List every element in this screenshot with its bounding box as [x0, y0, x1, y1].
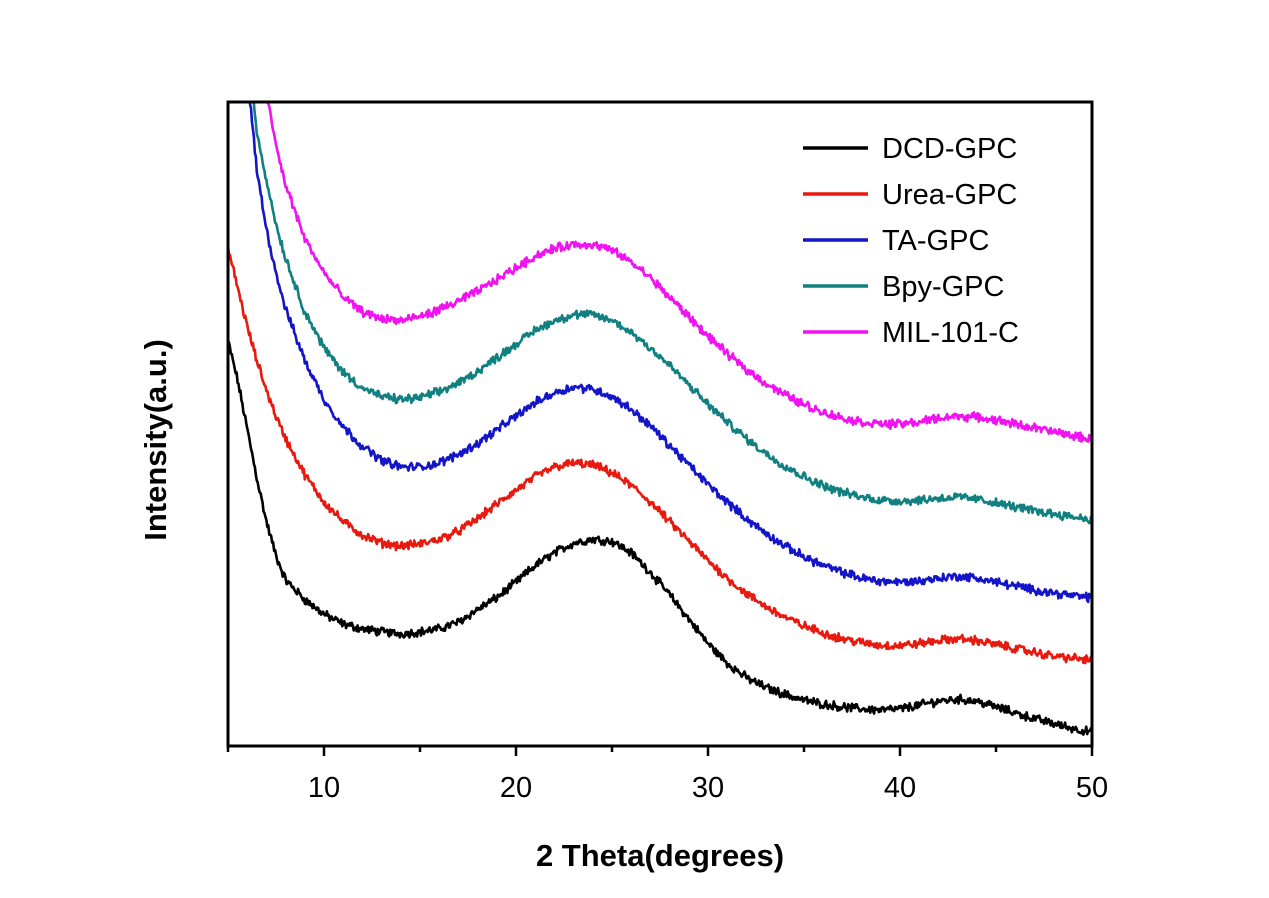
- series-line-dcd-gpc: [228, 340, 1092, 736]
- y-axis-title: Intensity(a.u.): [138, 339, 173, 541]
- series-line-ta-gpc: [248, 102, 1092, 604]
- series-line-urea-gpc: [228, 244, 1092, 665]
- series-line-mil-101-c: [266, 102, 1092, 444]
- plot-frame: [226, 100, 1094, 748]
- series-line-bpy-gpc: [252, 102, 1092, 525]
- x-tick-label: 50: [1076, 772, 1108, 804]
- x-tick-label: 30: [692, 772, 724, 804]
- legend-label-mil-101-c: MIL-101-C: [882, 317, 1019, 349]
- legend-label-dcd-gpc: DCD-GPC: [882, 133, 1017, 165]
- x-axis-title: 2 Theta(degrees): [536, 838, 784, 873]
- legend-label-bpy-gpc: Bpy-GPC: [882, 271, 1004, 303]
- x-tick-label: 20: [500, 772, 532, 804]
- series-layer: [228, 102, 1092, 736]
- legend-label-urea-gpc: Urea-GPC: [882, 179, 1017, 211]
- legend-label-ta-gpc: TA-GPC: [882, 225, 989, 257]
- x-tick-label: 10: [308, 772, 340, 804]
- x-axis: 10 20 30 40 50: [226, 746, 1108, 804]
- x-tick-label: 40: [884, 772, 916, 804]
- legend: DCD-GPC Urea-GPC TA-GPC Bpy-GPC MIL-101-C: [803, 133, 1019, 349]
